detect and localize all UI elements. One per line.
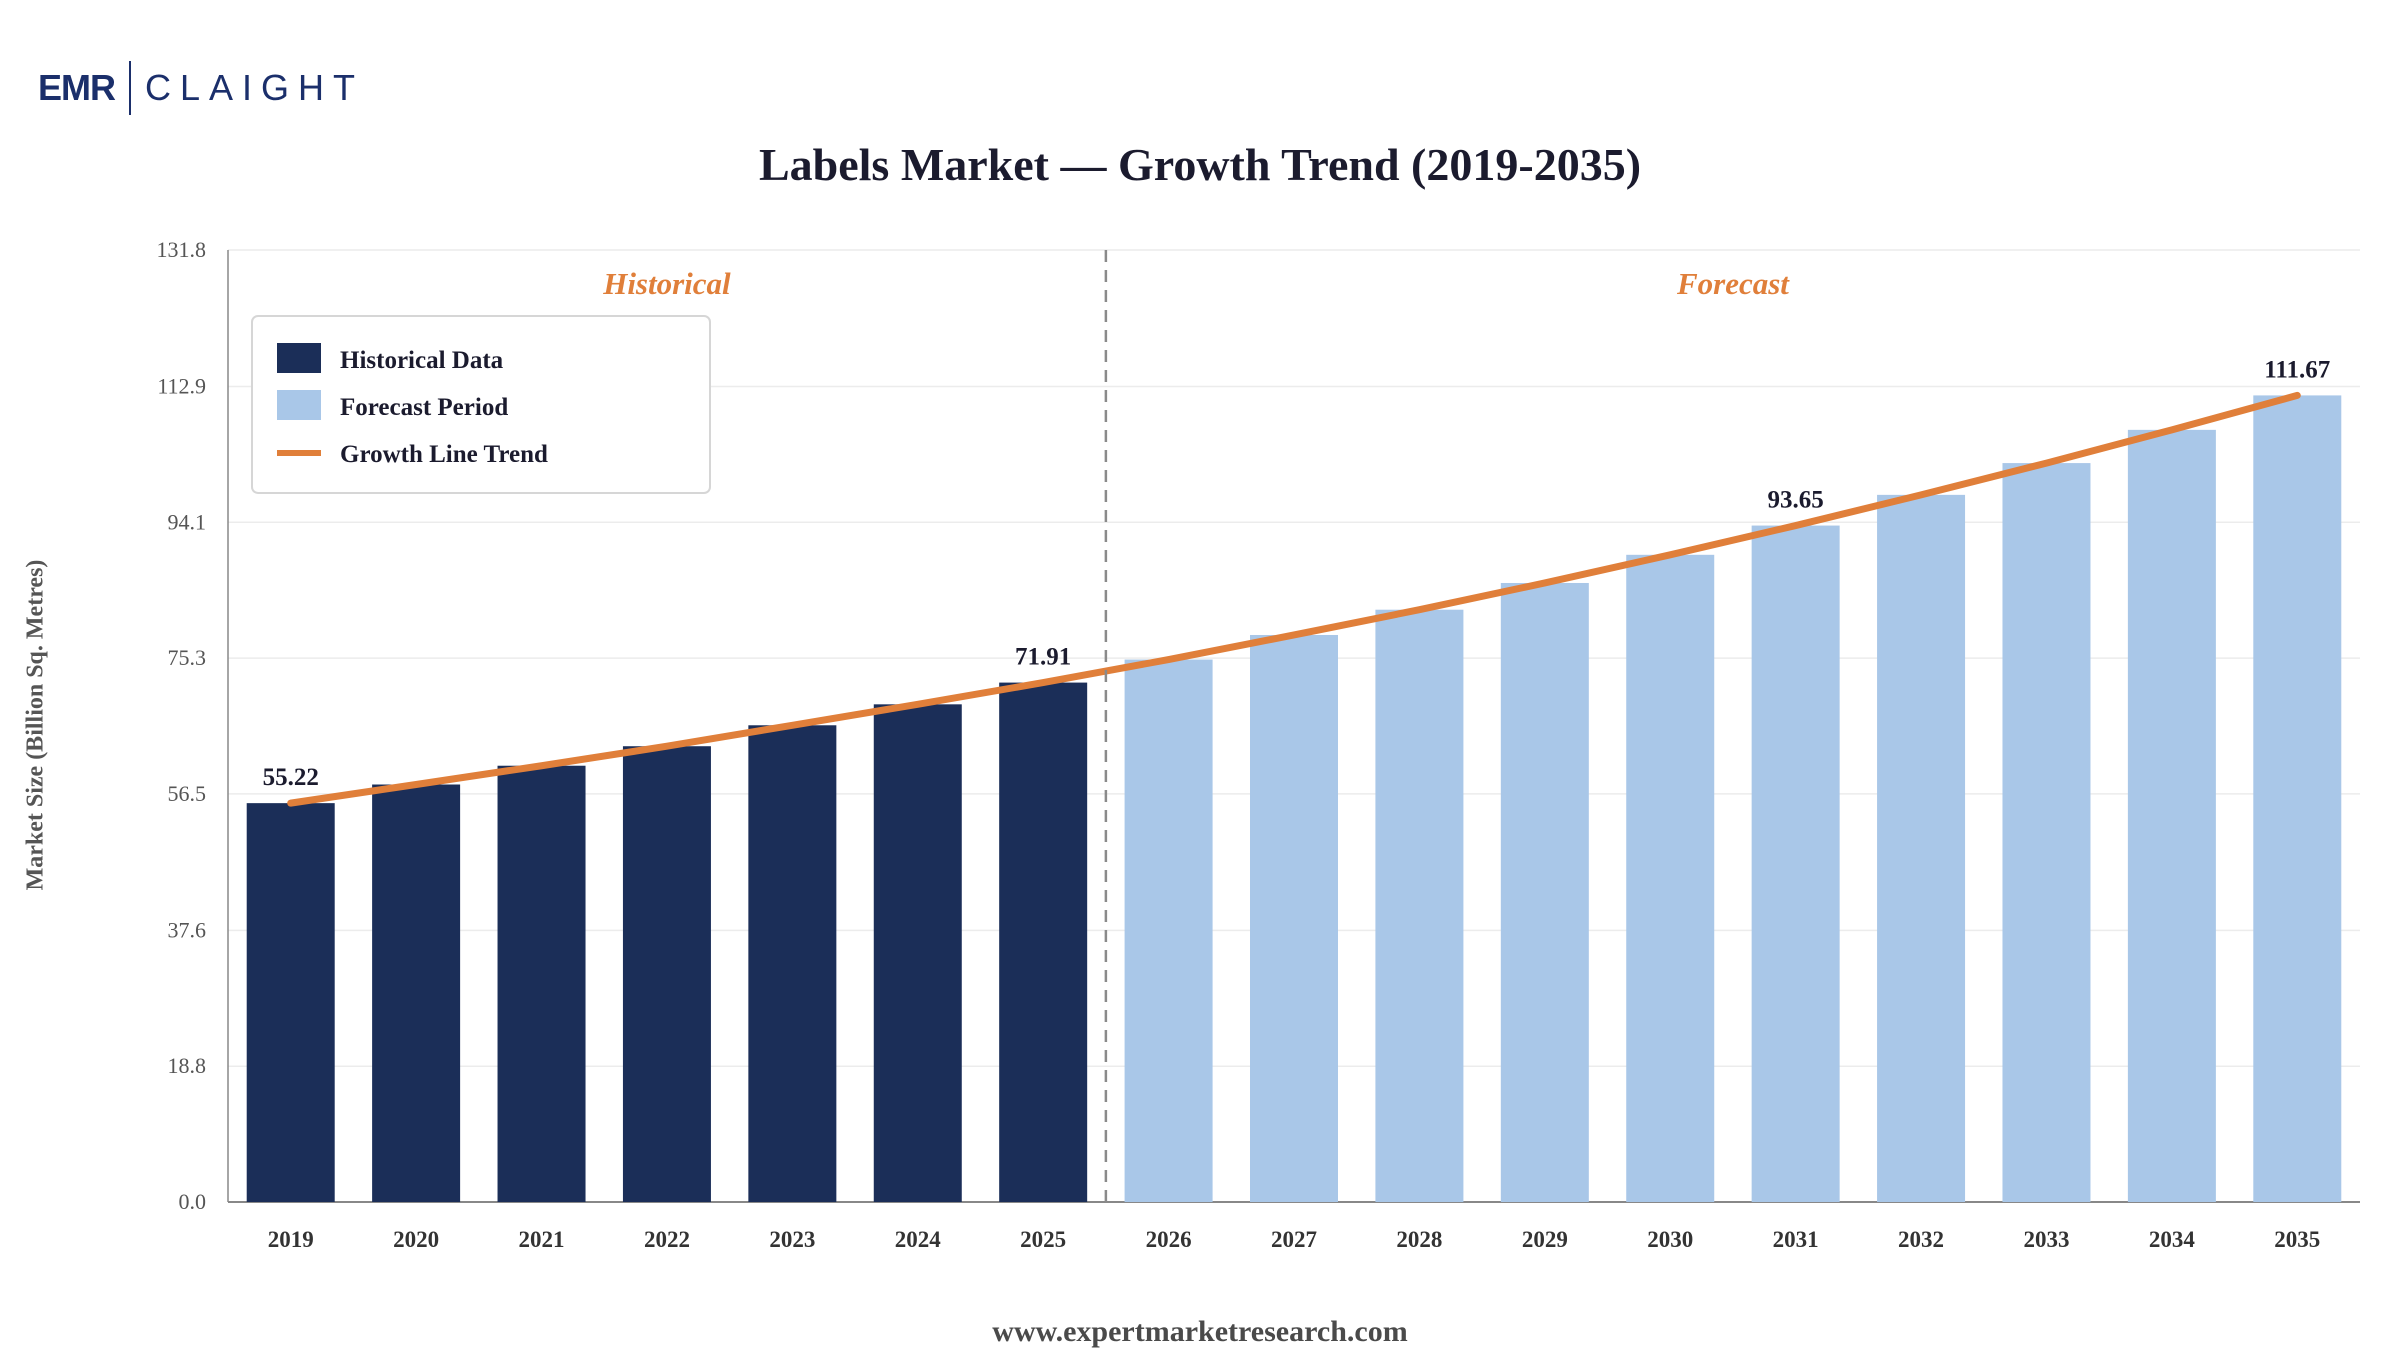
x-tick-label: 2025 [1020, 1227, 1066, 1252]
legend-box [251, 315, 711, 494]
data-label: 111.67 [2264, 356, 2330, 383]
logo-divider [129, 61, 131, 115]
chart-title: Labels Market — Growth Trend (2019-2035) [758, 139, 1642, 190]
x-tick-label: 2033 [2023, 1227, 2069, 1252]
logo-emr-text: EMR [38, 67, 116, 108]
historical-bar [622, 746, 711, 1202]
forecast-bar [1877, 494, 1966, 1202]
data-label: 55.22 [263, 764, 319, 791]
x-tick-label: 2028 [1396, 1227, 1442, 1252]
forecast-period-label: Forecast [1676, 266, 1790, 301]
historical-bar [873, 704, 962, 1202]
x-tick-label: 2035 [2274, 1227, 2320, 1252]
legend-swatch [277, 390, 321, 420]
y-tick-label: 75.3 [168, 645, 207, 670]
historical-bar [748, 725, 837, 1202]
logo-claight-text: CLAIGHT [145, 67, 365, 108]
x-tick-label: 2032 [1898, 1227, 1944, 1252]
legend-swatch [277, 343, 321, 373]
y-tick-label: 37.6 [168, 917, 207, 942]
growth-trend-line [287, 391, 2301, 807]
x-tick-label: 2031 [1773, 1227, 1819, 1252]
y-tick-label: 112.9 [157, 374, 206, 399]
historical-bar [999, 682, 1088, 1202]
x-tick-label: 2029 [1522, 1227, 1568, 1252]
legend-item-label: Growth Line Trend [340, 441, 548, 468]
legend-item-label: Historical Data [340, 347, 504, 374]
y-tick-label: 94.1 [168, 509, 207, 534]
logo: EMR CLAIGHT [38, 58, 364, 118]
forecast-bar [1124, 659, 1213, 1202]
y-tick-label: 56.5 [168, 781, 207, 806]
y-tick-label: 18.8 [168, 1053, 207, 1078]
data-label: 93.65 [1768, 487, 1824, 514]
x-tick-label: 2026 [1146, 1227, 1192, 1252]
legend-item-label: Forecast Period [340, 394, 508, 421]
historical-period-label: Historical [602, 266, 731, 301]
y-tick-label: 131.8 [157, 237, 207, 262]
historical-bar [372, 784, 461, 1202]
forecast-bar [1375, 609, 1464, 1202]
x-tick-label: 2034 [2149, 1227, 2196, 1252]
forecast-bar [1500, 582, 1589, 1202]
forecast-bar [2002, 463, 2091, 1202]
x-tick-label: 2024 [895, 1227, 942, 1252]
x-tick-label: 2021 [519, 1227, 565, 1252]
x-tick-label: 2023 [769, 1227, 815, 1252]
y-tick-label: 0.0 [179, 1189, 207, 1214]
forecast-bar [1626, 554, 1715, 1202]
x-tick-label: 2020 [393, 1227, 439, 1252]
forecast-bar [1751, 525, 1840, 1202]
x-tick-label: 2027 [1271, 1227, 1317, 1252]
data-label: 71.91 [1015, 644, 1071, 671]
x-tick-label: 2030 [1647, 1227, 1693, 1252]
x-tick-label: 2022 [644, 1227, 690, 1252]
forecast-bar [2127, 429, 2216, 1202]
forecast-bar [2253, 395, 2342, 1203]
historical-bar [246, 803, 335, 1202]
forecast-bar [1250, 634, 1338, 1202]
historical-bar [497, 765, 586, 1202]
footer-url[interactable]: www.expertmarketresearch.com [992, 1315, 1408, 1348]
x-tick-label: 2019 [268, 1227, 314, 1252]
